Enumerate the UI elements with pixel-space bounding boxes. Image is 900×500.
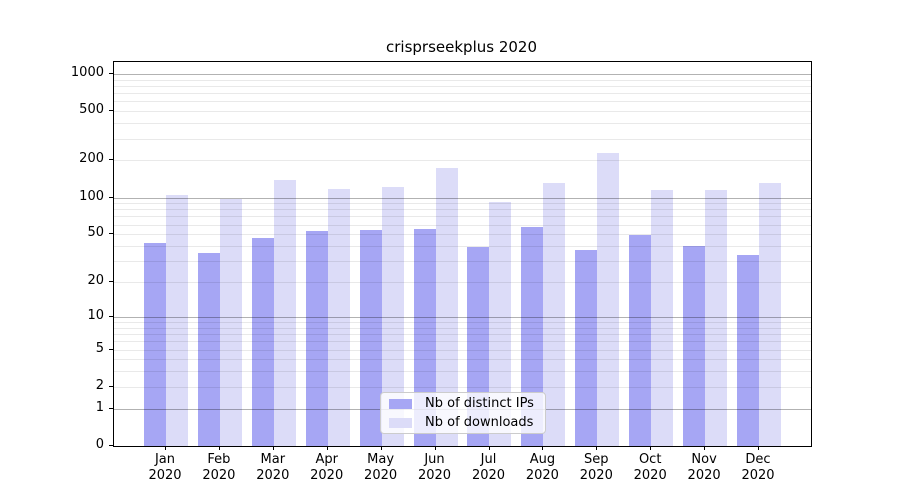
x-tick-jun [434, 446, 436, 450]
y-tick-5 [109, 348, 113, 350]
x-tick-label-mar: Mar 2020 [256, 452, 290, 483]
y-tick-100 [109, 196, 113, 198]
bar-downloads-sep [597, 152, 620, 446]
gridline-minor-900 [114, 79, 811, 81]
legend: Nb of distinct IPs Nb of downloads [380, 392, 546, 434]
x-tick-label-dec: Dec 2020 [741, 452, 775, 483]
x-tick-apr [326, 446, 328, 450]
bar-downloads-dec [759, 183, 781, 446]
y-tick-label-500: 500 [79, 102, 104, 118]
x-tick-nov [704, 446, 706, 450]
chart-title: crisprseekplus 2020 [386, 38, 537, 56]
y-tick-label-2: 2 [95, 377, 104, 393]
gridline-minor-700 [114, 93, 811, 95]
y-tick-500 [109, 110, 113, 112]
y-tick-label-0: 0 [95, 437, 104, 452]
x-tick-sep [596, 446, 598, 450]
x-tick-oct [650, 446, 652, 450]
x-tick-mar [272, 446, 274, 450]
bar-downloads-jul [489, 201, 512, 446]
legend-row-distinct-ips: Nb of distinct IPs [381, 396, 545, 412]
plot-area [113, 61, 812, 447]
legend-label-distinct-ips: Nb of distinct IPs [425, 396, 534, 411]
y-tick-20 [109, 281, 113, 282]
x-tick-label-apr: Apr 2020 [310, 452, 344, 483]
y-tick-1 [109, 407, 113, 409]
x-tick-jan [165, 446, 166, 450]
bar-distinct-ips-feb [197, 253, 220, 446]
y-tick-label-200: 200 [79, 151, 104, 167]
bar-distinct-ips-jan [144, 243, 166, 446]
y-tick-2 [109, 385, 113, 387]
x-tick-label-aug: Aug 2020 [525, 452, 559, 483]
y-tick-1000 [109, 72, 113, 74]
x-tick-label-jun: Jun 2020 [417, 452, 452, 483]
x-tick-may [380, 446, 382, 450]
y-tick-label-10: 10 [87, 307, 104, 323]
x-tick-jul [488, 446, 490, 450]
gridline-minor-500 [114, 111, 811, 113]
bar-distinct-ips-jun [413, 229, 436, 446]
y-tick-label-1: 1 [95, 399, 104, 415]
gridline-minor-800 [114, 85, 811, 87]
y-tick-0 [109, 445, 113, 446]
y-tick-label-100: 100 [79, 188, 104, 204]
bar-distinct-ips-sep [575, 250, 598, 446]
x-tick-label-jan: Jan 2020 [148, 452, 182, 483]
y-tick-label-5: 5 [95, 340, 104, 356]
bar-downloads-nov [705, 190, 728, 446]
x-tick-label-feb: Feb 2020 [202, 452, 236, 483]
gridline-minor-300 [114, 138, 811, 140]
bar-downloads-may [381, 186, 404, 446]
bar-distinct-ips-aug [521, 227, 544, 446]
x-tick-feb [218, 446, 220, 450]
gridline-major-1000 [114, 73, 811, 75]
bar-distinct-ips-apr [305, 231, 328, 446]
x-tick-label-oct: Oct 2020 [633, 452, 667, 483]
y-tick-label-50: 50 [87, 225, 104, 241]
x-tick-label-may: May 2020 [364, 452, 398, 483]
y-tick-label-1000: 1000 [70, 64, 104, 80]
bar-downloads-aug [543, 183, 566, 446]
bar-downloads-jan [166, 194, 188, 446]
bar-distinct-ips-dec [737, 254, 759, 446]
bar-downloads-jun [435, 167, 458, 446]
bar-downloads-feb [219, 199, 242, 446]
x-tick-label-sep: Sep 2020 [579, 452, 613, 483]
y-tick-label-20: 20 [87, 273, 104, 288]
legend-label-downloads: Nb of downloads [425, 415, 534, 430]
gridline-minor-600 [114, 101, 811, 103]
gridline-minor-200 [114, 160, 811, 162]
legend-row-downloads: Nb of downloads [381, 415, 545, 431]
gridline-minor-400 [114, 123, 811, 125]
bar-distinct-ips-mar [251, 237, 274, 446]
y-tick-10 [109, 315, 113, 317]
x-tick-label-nov: Nov 2020 [687, 452, 721, 483]
bar-distinct-ips-nov [683, 246, 706, 446]
x-tick-aug [542, 446, 544, 450]
bar-downloads-mar [273, 179, 296, 446]
y-tick-50 [109, 233, 113, 235]
x-tick-dec [758, 446, 759, 450]
x-tick-label-jul: Jul 2020 [471, 452, 506, 483]
bar-downloads-oct [651, 190, 674, 446]
downloads-swatch [389, 417, 412, 428]
bar-distinct-ips-may [359, 230, 382, 446]
bar-downloads-apr [327, 189, 350, 446]
bar-distinct-ips-oct [629, 235, 652, 446]
y-tick-200 [109, 159, 113, 161]
distinct-ips-swatch [389, 398, 412, 409]
